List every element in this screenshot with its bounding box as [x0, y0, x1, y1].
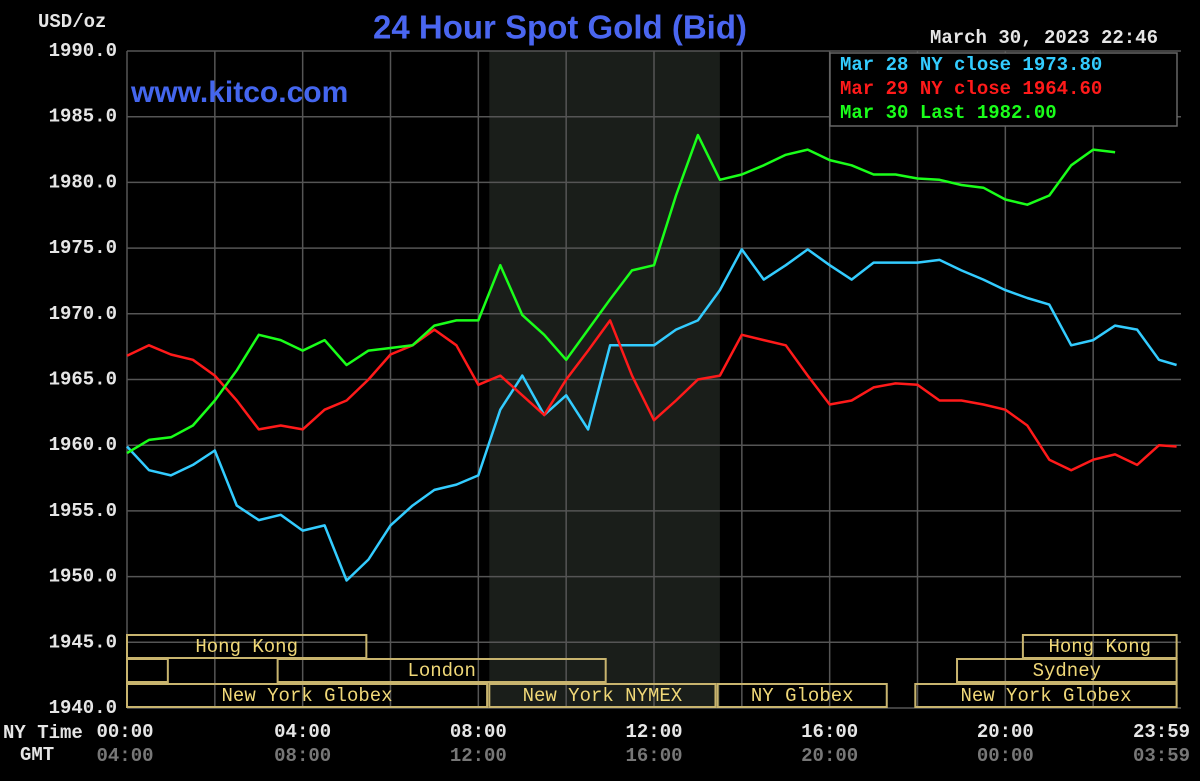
y-tick-label: 1940.0 [49, 697, 117, 719]
y-tick-label: 1970.0 [49, 303, 117, 325]
y-tick-label: 1960.0 [49, 434, 117, 456]
x2-tick-label: 08:00 [274, 745, 331, 767]
y-tick-label: 1975.0 [49, 237, 117, 259]
session-box [126, 683, 489, 708]
session-label: Hong Kong [195, 636, 298, 658]
x-tick-label: 16:00 [801, 721, 858, 743]
price-line [126, 248, 1177, 582]
session-box [956, 658, 1178, 683]
legend-label: Mar 29 NY close 1964.60 [840, 78, 1102, 100]
session-box [716, 683, 888, 708]
x-tick-label: 12:00 [625, 721, 682, 743]
y-tick-label: 1985.0 [49, 106, 117, 128]
x2-tick-label: 00:00 [977, 745, 1034, 767]
legend-entry: Mar 30 Last 1982.00 [840, 102, 1057, 124]
legend-label: Mar 30 Last 1982.00 [840, 102, 1057, 124]
session-label: New York Globex [960, 685, 1131, 707]
x-tick-label: 00:00 [96, 721, 153, 743]
x2-axis-label: GMT [20, 744, 54, 766]
x2-tick-label: 12:00 [450, 745, 507, 767]
session-box [488, 683, 717, 708]
session-label: London [407, 660, 475, 682]
session-label: New York NYMEX [523, 685, 683, 707]
y-tick-label: 1980.0 [49, 171, 117, 193]
legend-entry: Mar 29 NY close 1964.60 [840, 78, 1102, 100]
y-tick-label: 1950.0 [49, 566, 117, 588]
session-box [126, 634, 368, 659]
x-tick-label: 20:00 [977, 721, 1034, 743]
session-box [914, 683, 1178, 708]
chart-title: 24 Hour Spot Gold (Bid) [373, 9, 747, 46]
x2-tick-label: 20:00 [801, 745, 858, 767]
watermark: www.kitco.com [130, 76, 348, 109]
y-tick-label: 1955.0 [49, 500, 117, 522]
legend-label: Mar 28 NY close 1973.80 [840, 54, 1102, 76]
legend-box [829, 52, 1178, 127]
timestamp: March 30, 2023 22:46 [930, 27, 1158, 49]
x2-tick-label: 03:59 [1133, 745, 1190, 767]
y-tick-label: 1965.0 [49, 369, 117, 391]
session-label: NY Globex [751, 685, 854, 707]
price-line [126, 133, 1116, 455]
x-tick-label: 04:00 [274, 721, 331, 743]
session-label: Hong Kong [1048, 636, 1151, 658]
legend-entry: Mar 28 NY close 1973.80 [840, 54, 1102, 76]
session-label: New York Globex [222, 685, 393, 707]
x-tick-label: 08:00 [450, 721, 507, 743]
x-tick-label: 23:59 [1133, 721, 1190, 743]
session-box [126, 658, 169, 683]
x-axis-label: NY Time [3, 722, 83, 744]
y-tick-label: 1990.0 [49, 40, 117, 62]
y-tick-label: 1945.0 [49, 631, 117, 653]
y-axis-unit: USD/oz [38, 11, 106, 33]
x2-tick-label: 16:00 [625, 745, 682, 767]
price-line [126, 319, 1177, 472]
session-label: Sydney [1033, 660, 1101, 682]
x2-tick-label: 04:00 [96, 745, 153, 767]
session-box [276, 658, 607, 683]
